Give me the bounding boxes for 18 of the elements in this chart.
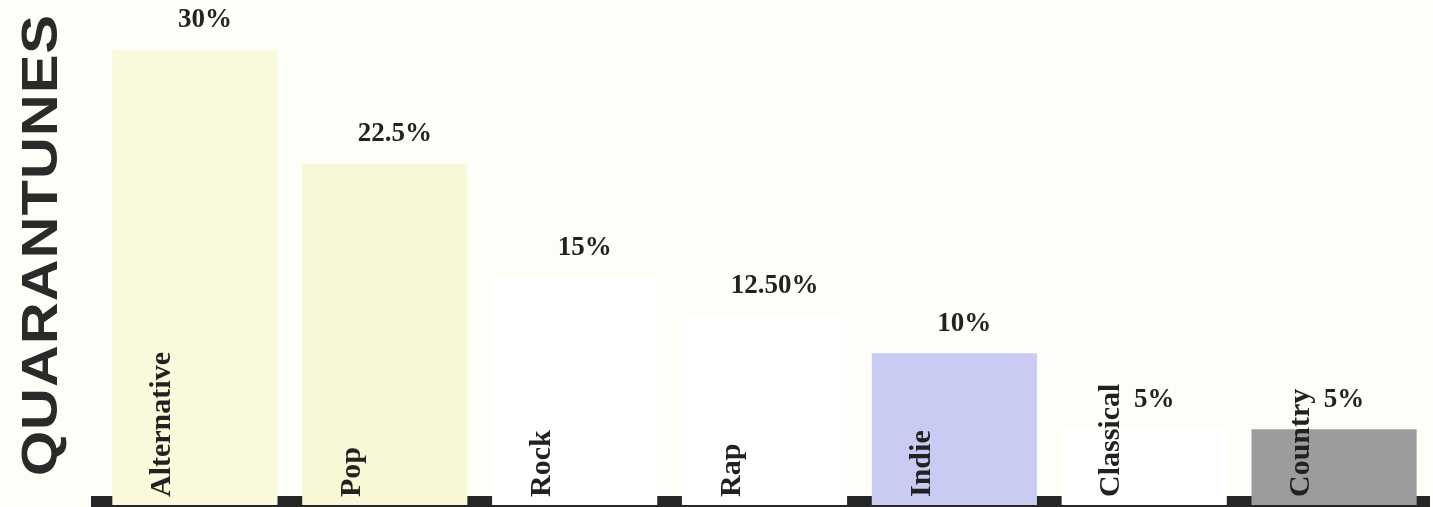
data-label: 5% <box>1323 382 1365 413</box>
data-label: 30% <box>177 3 232 34</box>
bar <box>112 50 278 505</box>
data-label: 22.5% <box>357 117 432 148</box>
data-label: 10% <box>937 306 992 337</box>
x-tick-label: Rock <box>522 430 556 497</box>
x-tick-label: Pop <box>332 446 366 497</box>
x-tick-label: Alternative <box>143 352 177 497</box>
bar <box>871 353 1037 505</box>
data-label: 15% <box>557 230 612 261</box>
x-tick-label: Indie <box>902 430 936 497</box>
x-tick-label: Rap <box>712 443 746 497</box>
bar <box>302 163 468 505</box>
x-tick-label: Country <box>1282 388 1316 497</box>
data-label: 5% <box>1133 382 1175 413</box>
text: QUARANTUNES <box>11 13 69 477</box>
x-tick-label: Classical <box>1092 383 1126 497</box>
data-label: 12.50% <box>730 268 819 299</box>
